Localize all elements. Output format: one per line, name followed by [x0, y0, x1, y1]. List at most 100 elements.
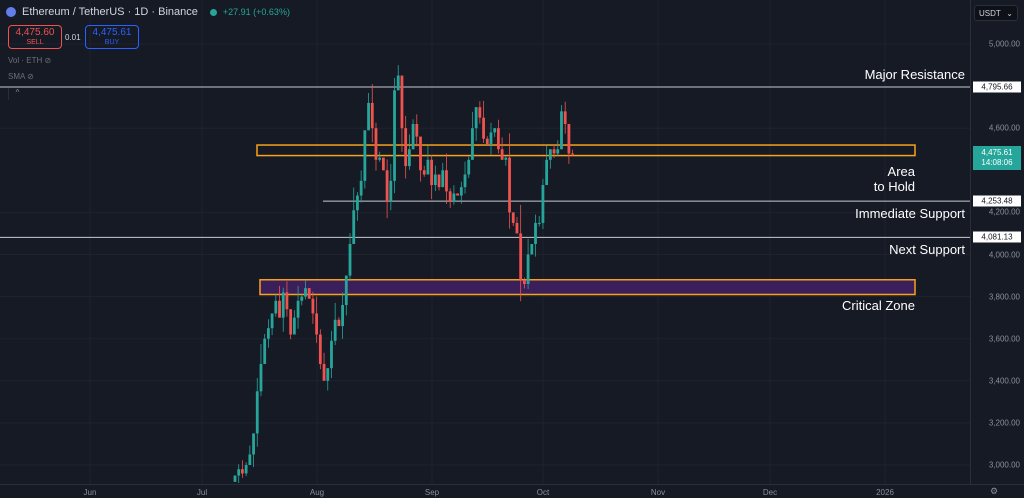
- candle: [548, 149, 552, 160]
- annotation-critical-zone: Critical Zone: [842, 298, 915, 313]
- sell-label: SELL: [26, 39, 44, 46]
- candle: [393, 90, 396, 181]
- candle: [493, 128, 497, 133]
- candle: [474, 107, 478, 129]
- level-price-label: 4,795.66: [973, 81, 1021, 93]
- sell-price: 4,475.60: [15, 27, 55, 38]
- candle: [404, 128, 408, 167]
- candle: [452, 193, 456, 202]
- candle: [344, 275, 348, 306]
- candle: [389, 180, 393, 202]
- candle: [415, 123, 419, 137]
- candle: [378, 157, 382, 160]
- sma-indicator[interactable]: SMA ⊘: [8, 72, 34, 81]
- candle: [478, 107, 482, 118]
- candle: [359, 180, 363, 196]
- candle: [430, 159, 434, 186]
- level-price-label: 4,081.13: [973, 231, 1021, 243]
- sell-button[interactable]: 4,475.60 SELL: [8, 25, 62, 49]
- candle: [534, 222, 537, 244]
- candle: [526, 254, 530, 284]
- candle: [266, 328, 270, 339]
- eye-hidden-icon[interactable]: ⊘: [27, 72, 34, 81]
- eye-hidden-icon[interactable]: ⊘: [44, 56, 52, 65]
- price-tick: 4,000.00: [988, 250, 1020, 259]
- symbol-title[interactable]: Ethereum / TetherUS · 1D · Binance: [22, 6, 198, 18]
- current-price: 4,475.61: [981, 148, 1013, 158]
- candle: [289, 309, 293, 335]
- candle: [530, 243, 534, 255]
- candle: [356, 195, 359, 211]
- time-axis[interactable]: ⚙ Jun Jul Aug Sep Oct Nov Dec 2026: [0, 484, 1024, 498]
- candle: [385, 170, 389, 202]
- volume-indicator[interactable]: Vol · ETH ⊘: [8, 56, 51, 65]
- price-tick: 3,800.00: [988, 292, 1020, 302]
- candle: [341, 305, 344, 327]
- currency-select[interactable]: USDT ⌄: [974, 5, 1018, 21]
- candle: [292, 317, 296, 335]
- candle: [537, 222, 541, 224]
- candle: [330, 340, 333, 369]
- annotation-area-to-hold: Area to Hold: [874, 164, 915, 194]
- buy-label: BUY: [104, 39, 120, 46]
- candle: [433, 174, 437, 186]
- annotation-major-resistance: Major Resistance: [864, 67, 965, 82]
- candle: [419, 136, 422, 171]
- spread: 0.01: [65, 33, 81, 42]
- candle: [445, 170, 448, 192]
- level-price-label: 4,253.48: [973, 195, 1021, 207]
- candle: [545, 159, 549, 186]
- settings-gear-icon[interactable]: ⚙: [990, 486, 999, 496]
- candle: [374, 128, 378, 160]
- candle: [300, 296, 304, 301]
- price-axis[interactable]: 5,000.00 4,600.00 4,200.00 4,000.00 3,800.00…: [970, 0, 1024, 484]
- candle: [571, 153, 575, 155]
- collapse-chevron-icon[interactable]: ^: [8, 88, 26, 100]
- candle: [500, 149, 504, 160]
- candle: [552, 149, 556, 154]
- buy-button[interactable]: 4,475.61 BUY: [85, 25, 139, 49]
- market-open-icon: [209, 8, 217, 16]
- chevron-down-icon: ⌄: [1006, 9, 1013, 18]
- candle: [482, 117, 485, 139]
- price-tick: 3,600.00: [988, 334, 1020, 344]
- price-tick: 4,600.00: [988, 123, 1020, 133]
- candle: [511, 212, 515, 223]
- price-chart[interactable]: [0, 0, 970, 484]
- candle: [382, 157, 385, 171]
- time-tick: 2026: [876, 488, 894, 497]
- candle: [259, 363, 263, 392]
- candle: [337, 319, 341, 327]
- candle: [370, 102, 374, 129]
- price-change: +27.91 (+0.63%): [222, 7, 290, 17]
- buy-price: 4,475.61: [92, 27, 132, 38]
- annotation-next-support: Next Support: [889, 242, 965, 257]
- candle: [441, 170, 445, 188]
- price-tick: 3,200.00: [988, 418, 1020, 428]
- candle: [508, 157, 511, 213]
- candle: [489, 132, 493, 146]
- area-line1: Area: [887, 164, 915, 179]
- candle: [459, 187, 463, 196]
- bar-countdown: 14:08:06: [981, 158, 1013, 168]
- candle: [270, 313, 274, 329]
- candle: [263, 338, 267, 364]
- volume-label: Vol · ETH: [8, 56, 43, 65]
- ethereum-logo-icon: [6, 7, 16, 17]
- sma-label: SMA: [8, 72, 25, 81]
- candle: [448, 191, 452, 202]
- candle: [396, 75, 400, 91]
- candle: [567, 123, 571, 154]
- candle: [400, 75, 404, 129]
- candle: [467, 159, 471, 175]
- price-tick: 3,000.00: [988, 460, 1020, 470]
- candle: [504, 157, 508, 160]
- symbol-header: Ethereum / TetherUS · 1D · Binance +27.9…: [6, 6, 290, 18]
- candle: [281, 292, 285, 318]
- candle: [255, 391, 259, 434]
- annotation-immediate-support: Immediate Support: [855, 206, 965, 221]
- candle: [556, 149, 560, 154]
- candle: [241, 469, 244, 474]
- candle: [315, 313, 319, 335]
- candle: [326, 368, 330, 381]
